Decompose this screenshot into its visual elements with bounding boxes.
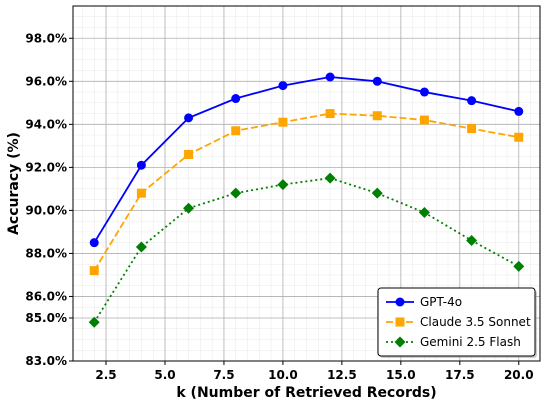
- data-point: [136, 188, 146, 198]
- legend: GPT-4o Claude 3.5 Sonnet Gemini 2.5 Flash: [377, 287, 537, 358]
- x-tick-label: 10.0: [268, 368, 298, 382]
- y-tick-label: 86.0%: [25, 289, 67, 303]
- y-tick-label: 85.0%: [25, 311, 67, 325]
- data-point: [371, 187, 383, 199]
- data-point: [372, 76, 382, 86]
- data-point: [419, 115, 429, 125]
- y-tick-label: 83.0%: [25, 354, 67, 368]
- data-point: [231, 126, 241, 136]
- x-tick-label: 20.0: [504, 368, 534, 382]
- data-point: [466, 235, 478, 247]
- legend-label: Claude 3.5 Sonnet: [420, 315, 531, 329]
- legend-marker: [395, 297, 405, 307]
- y-tick-label: 96.0%: [25, 74, 67, 88]
- data-point: [325, 109, 335, 119]
- data-point: [184, 113, 194, 123]
- data-point: [278, 117, 288, 127]
- legend-marker: [394, 336, 406, 348]
- y-tick-label: 90.0%: [25, 203, 67, 217]
- data-point: [467, 96, 477, 106]
- data-point: [231, 94, 241, 104]
- data-point: [514, 106, 524, 116]
- data-point: [135, 241, 147, 253]
- series-1: [89, 109, 524, 276]
- data-point: [324, 172, 336, 184]
- x-tick-label: 7.5: [213, 368, 234, 382]
- series-line: [93, 177, 520, 323]
- x-tick-label: 2.5: [95, 368, 116, 382]
- data-point: [88, 316, 100, 328]
- legend-label: GPT-4o: [420, 295, 462, 309]
- data-point: [419, 87, 429, 97]
- data-point: [278, 81, 288, 91]
- x-tick-label: 12.5: [327, 368, 357, 382]
- data-point: [89, 238, 99, 248]
- data-point: [136, 160, 146, 170]
- data-point: [467, 124, 477, 134]
- y-tick-label: 88.0%: [25, 246, 67, 260]
- x-tick-label: 17.5: [445, 368, 475, 382]
- data-point: [372, 111, 382, 121]
- x-axis-title: k (Number of Retrieved Records): [176, 385, 436, 401]
- x-tick-label: 5.0: [154, 368, 175, 382]
- plot-frame: [72, 5, 541, 362]
- data-point: [184, 149, 194, 159]
- data-point: [418, 207, 430, 219]
- y-axis-ticks: 83.0% 85.0% 86.0% 88.0% 90.0% 92.0% 94.0% 96.0%…: [25, 31, 73, 368]
- legend-box: [377, 287, 536, 357]
- data-point: [89, 266, 99, 276]
- y-tick-label: 94.0%: [25, 117, 67, 131]
- x-axis-ticks: 2.5 5.0 7.5 10.0 12.5 15.0 17.5 20.0: [95, 361, 534, 382]
- y-tick-label: 98.0%: [25, 31, 67, 45]
- data-point: [277, 179, 289, 191]
- series-line: [93, 76, 519, 244]
- series-2: [88, 172, 525, 328]
- series-0: [89, 72, 524, 248]
- y-axis-title: Accuracy (%): [6, 132, 22, 235]
- series-line: [93, 112, 519, 272]
- data-point: [513, 260, 525, 272]
- x-tick-label: 15.0: [386, 368, 416, 382]
- data-point: [514, 132, 524, 142]
- series-layer: [88, 72, 525, 328]
- data-point: [183, 202, 195, 214]
- y-tick-label: 92.0%: [25, 160, 67, 174]
- legend-label: Gemini 2.5 Flash: [420, 335, 521, 349]
- data-point: [325, 72, 335, 82]
- legend-marker: [395, 317, 405, 327]
- data-point: [230, 187, 242, 199]
